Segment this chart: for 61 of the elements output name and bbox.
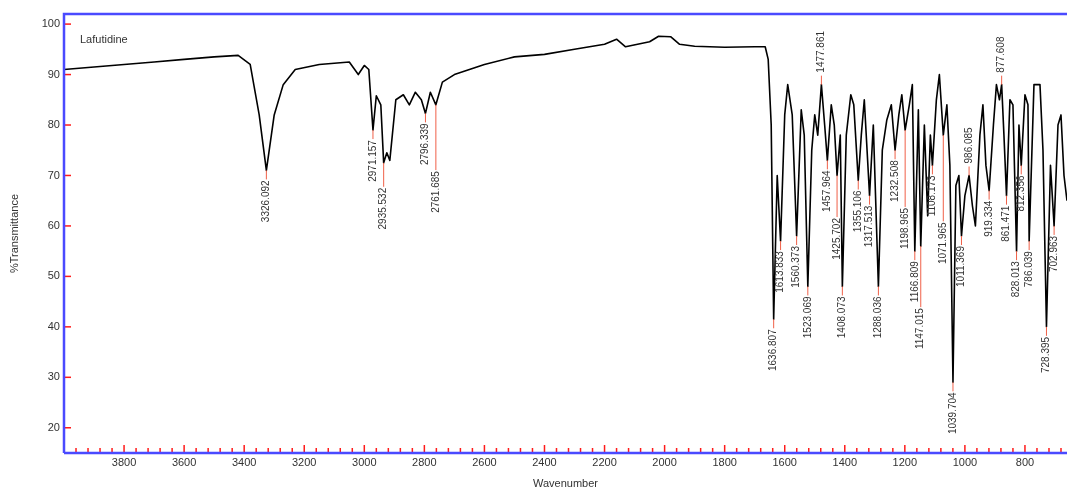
annotation: 828.013 xyxy=(1010,260,1022,298)
annotation: 3326.092 xyxy=(260,180,272,223)
annotation: 1457.964 xyxy=(821,169,833,213)
x-tick-label: 3000 xyxy=(352,455,377,468)
x-tick-label: 2800 xyxy=(412,455,437,468)
annotation: 1477.861 xyxy=(815,30,827,73)
x-tick-label: 1600 xyxy=(772,455,797,468)
y-tick-label: 50 xyxy=(47,269,60,282)
annotation: 1147.015 xyxy=(914,307,926,350)
annotation: 1636.807 xyxy=(767,328,779,371)
annotation: 1560.373 xyxy=(790,245,802,288)
annotation: 986.085 xyxy=(962,126,974,164)
x-tick-label: 3200 xyxy=(292,455,317,468)
annotation: 1166.809 xyxy=(908,260,920,303)
y-tick-label: 30 xyxy=(47,370,60,383)
y-tick-label: 40 xyxy=(47,319,60,332)
x-tick-label: 1400 xyxy=(832,455,858,468)
x-tick-label: 2600 xyxy=(472,455,497,468)
x-tick-label: 1000 xyxy=(952,455,978,468)
annotation: 728.395 xyxy=(1040,336,1052,374)
annotation: 877.608 xyxy=(995,36,1007,73)
annotation: 1039.704 xyxy=(946,391,958,435)
annotation: 702.963 xyxy=(1047,235,1059,273)
x-tick-label: 3600 xyxy=(171,455,197,468)
annotation: 2761.685 xyxy=(429,170,441,213)
annotation: 2971.157 xyxy=(366,139,378,182)
x-tick-label: 3800 xyxy=(111,455,137,468)
text: Lafutidine xyxy=(80,33,128,46)
x-axis-title: Wavenumber xyxy=(532,477,599,490)
annotation: 812.356 xyxy=(1015,174,1026,212)
annotation: 1071.965 xyxy=(937,221,949,265)
annotation: 2796.339 xyxy=(419,122,431,166)
annotation: 1408.073 xyxy=(836,296,848,339)
annotation: 1613.833 xyxy=(774,250,786,293)
y-tick-label: 100 xyxy=(41,17,60,30)
x-tick-label: 1800 xyxy=(712,455,737,468)
y-axis-title: %Transmittance xyxy=(7,193,20,274)
y-tick-label: 80 xyxy=(47,118,60,131)
y-tick-label: 90 xyxy=(47,67,60,80)
x-tick-label: 3400 xyxy=(231,455,257,468)
y-tick-label: 20 xyxy=(47,420,60,433)
annotation: 1425.702 xyxy=(830,217,842,260)
annotation: 1317.513 xyxy=(863,205,875,248)
annotation: 1288.036 xyxy=(872,296,884,339)
x-tick-label: 1200 xyxy=(892,455,918,468)
annotation: 1523.069 xyxy=(801,296,813,339)
annotation: 1232.508 xyxy=(888,159,900,202)
y-tick-label: 60 xyxy=(47,218,60,231)
x-tick-label: 2400 xyxy=(532,455,557,468)
x-tick-label: 2000 xyxy=(652,455,677,468)
annotation: 2935.532 xyxy=(377,187,389,230)
annotation: 861.471 xyxy=(1000,205,1012,242)
annotation: 919.334 xyxy=(982,200,994,237)
y-tick-label: 70 xyxy=(47,168,60,181)
annotation: 786.039 xyxy=(1022,250,1034,288)
x-tick-label: 800 xyxy=(1015,455,1035,468)
annotation: 1108.173 xyxy=(926,174,938,217)
annotation: 1011.369 xyxy=(955,245,967,287)
annotation: 1198.965 xyxy=(898,207,910,249)
annotation: 1355.106 xyxy=(852,190,864,233)
x-tick-label: 2200 xyxy=(592,455,617,468)
